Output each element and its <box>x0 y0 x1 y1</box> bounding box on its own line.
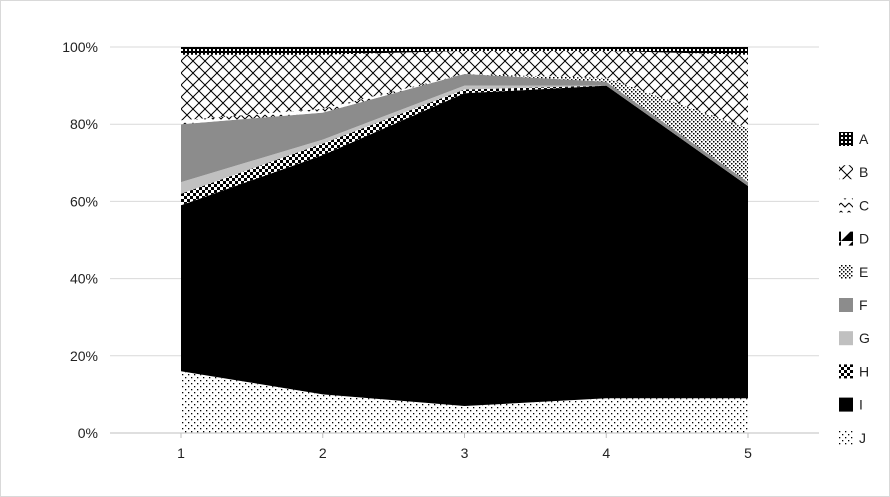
legend-label-J: J <box>859 430 866 446</box>
legend-swatch-E <box>839 264 853 279</box>
x-tick-label: 2 <box>319 445 327 461</box>
legend-label-G: G <box>859 330 870 346</box>
legend-swatch-C <box>839 198 853 213</box>
x-tick-label: 5 <box>744 445 752 461</box>
x-tick-label: 1 <box>177 445 185 461</box>
legend-swatch-F <box>839 298 853 312</box>
y-tick-label: 80% <box>70 116 98 132</box>
area-series-A <box>181 47 748 55</box>
legend-label-B: B <box>859 164 868 180</box>
legend-label-I: I <box>859 397 863 413</box>
y-tick-label: 20% <box>70 348 98 364</box>
legend-swatch-H <box>839 364 853 379</box>
x-tick-label: 3 <box>461 445 469 461</box>
area-series-J <box>181 371 748 433</box>
legend-swatch-G <box>839 331 853 346</box>
legend-swatch-B <box>839 165 853 180</box>
area-series-I <box>181 85 748 406</box>
x-tick-label: 4 <box>602 445 610 461</box>
area-series-layer <box>181 47 748 433</box>
legend-label-A: A <box>859 131 869 147</box>
legend-label-F: F <box>859 297 868 313</box>
legend-swatch-J <box>839 430 853 445</box>
legend-label-D: D <box>859 231 869 247</box>
y-tick-label: 100% <box>62 39 98 55</box>
area-series-F <box>181 74 748 186</box>
legend-swatch-D <box>839 231 853 246</box>
legend-label-C: C <box>859 197 869 213</box>
axes: 0% 20% 40% 60% 80% 100% 1 2 3 4 5 <box>62 39 819 461</box>
y-tick-label: 60% <box>70 193 98 209</box>
legend-label-H: H <box>859 363 869 379</box>
legend-label-E: E <box>859 264 868 280</box>
y-tick-label: 40% <box>70 271 98 287</box>
legend-swatch-I <box>839 397 853 412</box>
area-series-B <box>181 50 748 129</box>
legend-swatch-A <box>839 132 853 146</box>
legend: A B C D E F G H I J <box>839 131 870 446</box>
y-tick-label: 0% <box>78 425 98 441</box>
